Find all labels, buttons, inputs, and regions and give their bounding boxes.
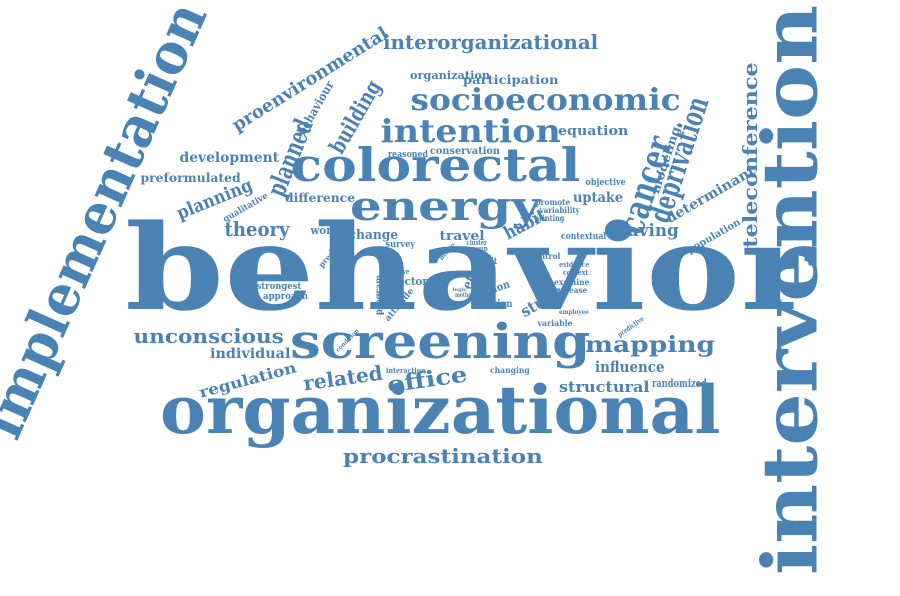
word-colorectal: colorectal bbox=[290, 138, 580, 192]
word-cluster: cluster bbox=[466, 237, 487, 247]
word-participation: participation bbox=[462, 73, 558, 87]
word-uptake: uptake bbox=[573, 190, 624, 206]
word-structural: structural bbox=[558, 377, 650, 396]
word-information: information bbox=[345, 263, 355, 303]
word-screening: screening bbox=[289, 314, 591, 370]
word-worker: worker bbox=[310, 223, 351, 237]
word-effective: effective bbox=[383, 266, 409, 276]
word-interorganizational: interorganizational bbox=[382, 30, 598, 54]
word-intention: intention bbox=[379, 112, 561, 150]
word-method: method bbox=[454, 292, 475, 299]
word-printing: printing bbox=[533, 213, 564, 223]
word-travel: travel bbox=[439, 228, 485, 244]
word-result: result bbox=[472, 256, 498, 267]
word-difference: difference bbox=[284, 191, 356, 205]
word-procrastination: procrastination bbox=[343, 444, 543, 468]
word-development: development bbox=[178, 150, 279, 166]
word-influence: influence bbox=[594, 357, 665, 376]
word-preformulated: preformulated bbox=[139, 171, 241, 185]
word-theory: theory bbox=[224, 217, 290, 241]
word-action: action bbox=[481, 299, 512, 310]
word-approach: approach bbox=[262, 291, 308, 302]
word-context: context bbox=[562, 267, 588, 277]
word-control: control bbox=[530, 251, 561, 261]
word-strongest: strongest bbox=[256, 281, 302, 292]
word-objective: objective bbox=[585, 177, 626, 188]
word-organizational: organizational bbox=[159, 371, 721, 449]
word-group: group bbox=[467, 243, 488, 253]
word-logic: logic bbox=[452, 286, 468, 293]
word-intervention: intervention bbox=[745, 4, 835, 576]
word-factor: factor bbox=[470, 251, 491, 261]
word-randomized: randomized bbox=[651, 376, 707, 390]
word-evidence: evidence bbox=[559, 259, 590, 269]
word-unconscious: unconscious bbox=[132, 324, 284, 348]
word-contextual: contextual bbox=[560, 231, 606, 242]
word-reasoned: reasoned bbox=[387, 149, 428, 160]
word-interaction: interaction bbox=[385, 365, 426, 375]
word-variability: variability bbox=[539, 205, 580, 215]
word-socioeconomic: socioeconomic bbox=[409, 83, 681, 118]
word-changing: changing bbox=[489, 365, 530, 375]
word-promote: promote bbox=[535, 197, 571, 207]
word-equation: equation bbox=[557, 123, 629, 139]
word-mapping: mapping bbox=[584, 332, 716, 358]
word-individual: individual bbox=[209, 346, 291, 362]
word-survey: survey bbox=[384, 239, 415, 250]
word-energy: energy bbox=[349, 183, 541, 230]
word-conservation: conservation bbox=[429, 146, 500, 157]
word-increase: increase bbox=[552, 285, 588, 295]
word-examine: examine bbox=[553, 277, 589, 287]
word-teleconference: teleconference bbox=[738, 62, 763, 248]
word-saving: saving bbox=[618, 220, 679, 241]
word-employee: employee bbox=[558, 309, 589, 316]
word-organization: organization bbox=[409, 68, 491, 82]
word-change: change bbox=[347, 227, 398, 243]
word-cognitive: cognitive bbox=[376, 285, 384, 315]
word-sector: sector bbox=[392, 274, 428, 288]
word-variable: variable bbox=[537, 318, 573, 328]
word-behavior: behavior bbox=[124, 198, 816, 337]
